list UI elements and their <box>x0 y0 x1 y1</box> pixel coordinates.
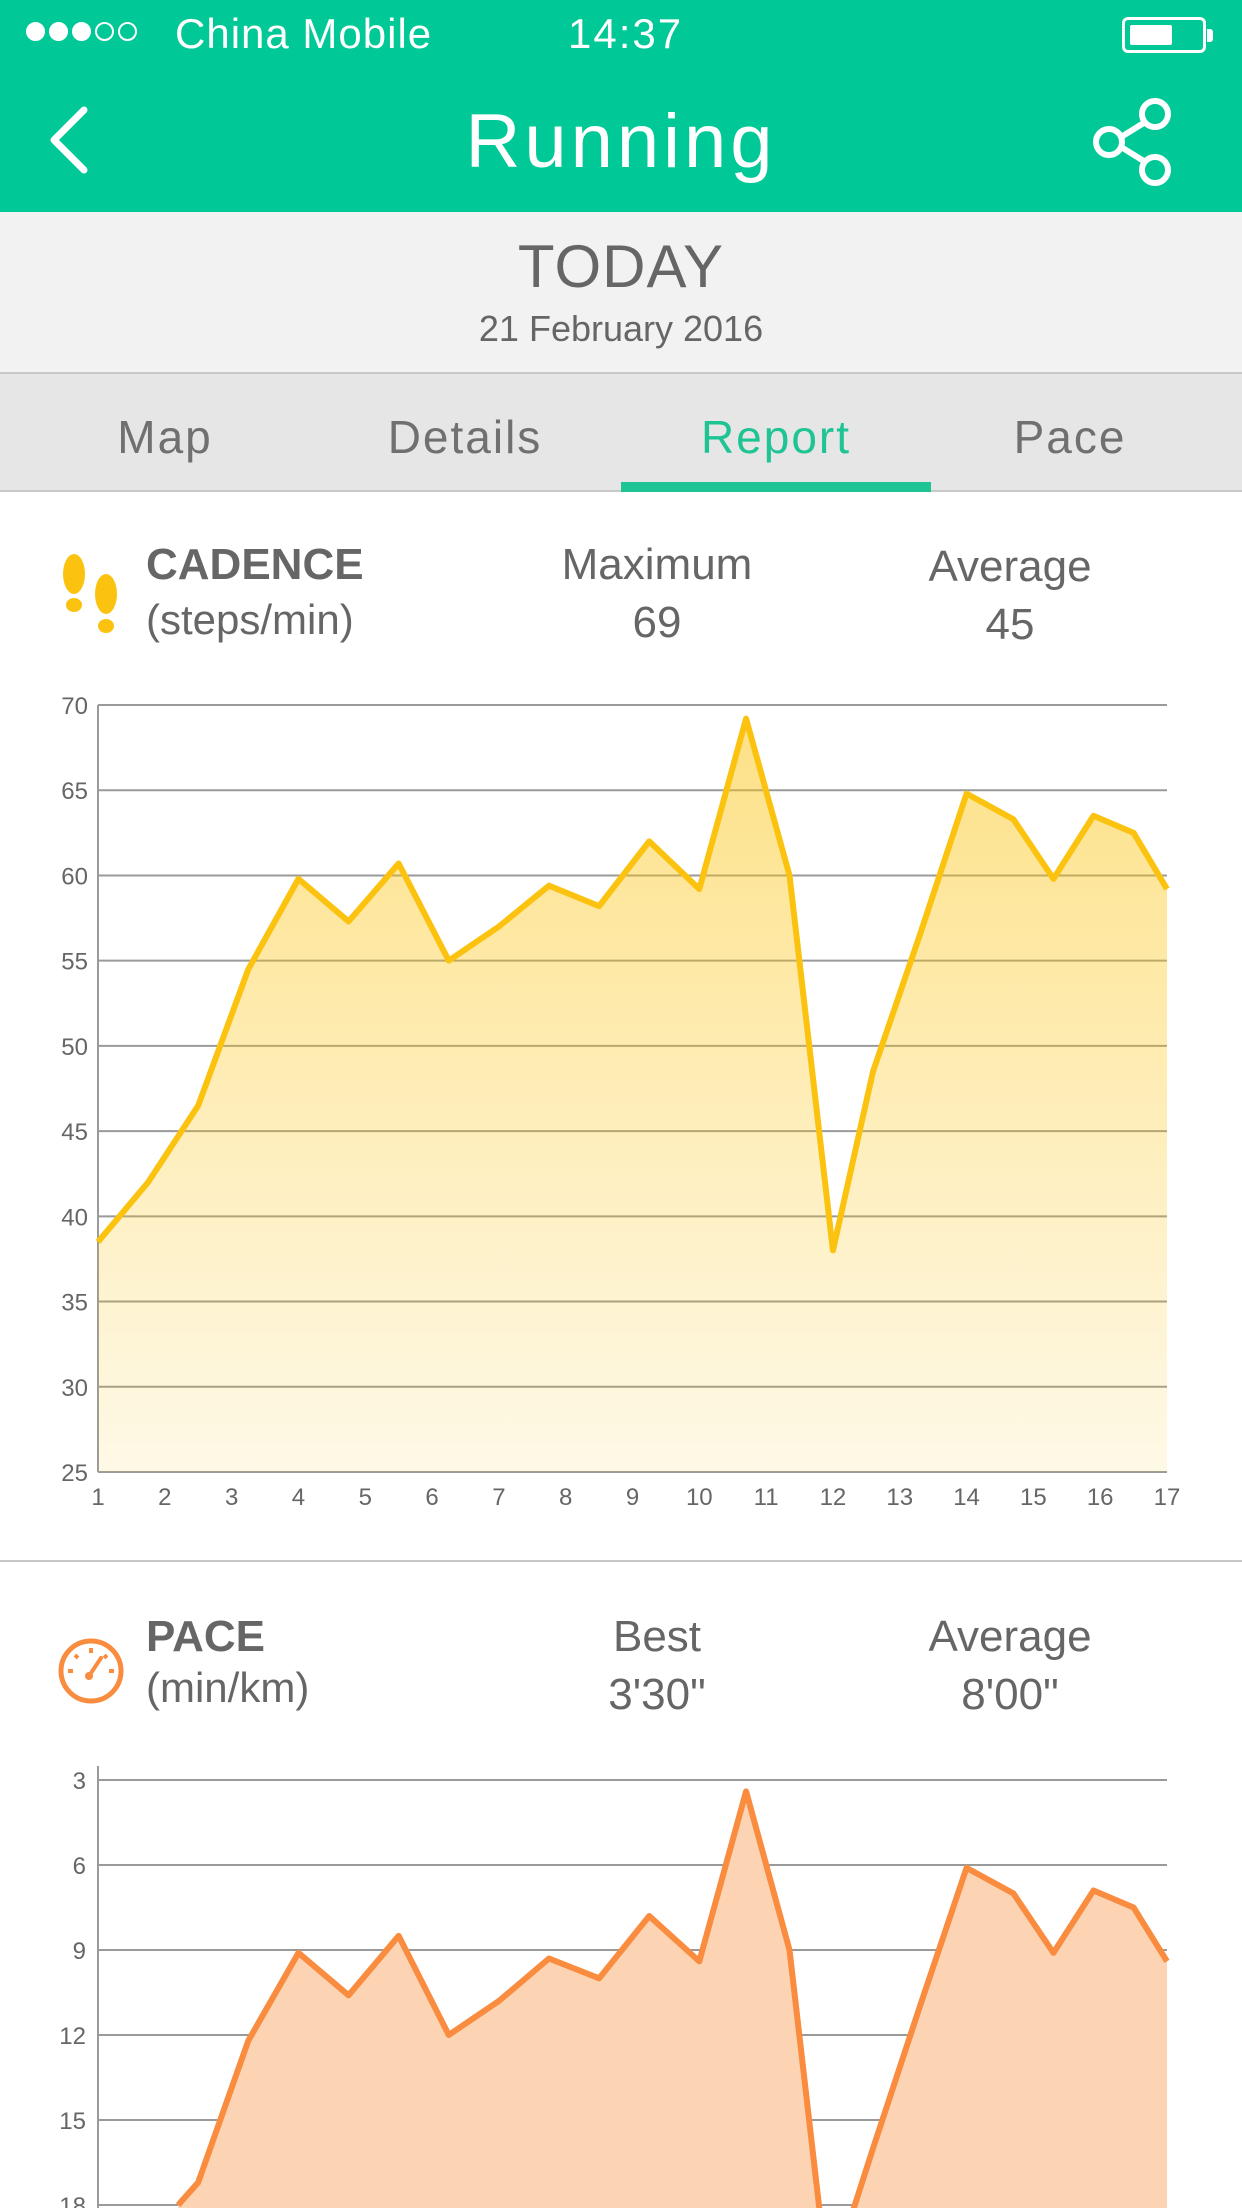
tab-report[interactable]: Report <box>700 411 852 463</box>
pace-best-value: 3'30" <box>608 1670 706 1719</box>
y-tick-label: 40 <box>61 1204 88 1231</box>
pace-area <box>852 1867 1167 2208</box>
tab-pace[interactable]: Pace <box>1013 411 1127 463</box>
battery-icon <box>1122 17 1213 53</box>
share-icon <box>1093 98 1171 186</box>
pace-unit: (min/km) <box>146 1664 310 1711</box>
status-time: 14:37 <box>568 10 684 57</box>
cadence-unit: (steps/min) <box>146 596 354 643</box>
x-tick-label: 4 <box>292 1484 305 1511</box>
cadence-header: CADENCE (steps/min) Maximum 69 Average 4… <box>0 540 1242 670</box>
cadence-area <box>98 718 1167 1472</box>
pace-line <box>175 1788 823 2208</box>
cadence-max-value: 69 <box>632 598 682 647</box>
speedometer-icon <box>58 1638 124 1704</box>
y-tick-label: 6 <box>73 1853 86 1880</box>
x-tick-label: 9 <box>626 1484 639 1511</box>
y-tick-label: 50 <box>61 1034 88 1061</box>
date-header: TODAY 21 February 2016 <box>0 212 1242 374</box>
pace-avg-value: 8'00" <box>961 1670 1059 1719</box>
pace-avg-label: Average <box>928 1612 1092 1661</box>
x-tick-label: 2 <box>158 1484 171 1511</box>
pace-best: Best 3'30" <box>497 1612 817 1720</box>
x-tick-label: 11 <box>754 1484 779 1511</box>
x-tick-label: 16 <box>1087 1484 1114 1511</box>
x-tick-label: 12 <box>820 1484 847 1511</box>
pace-header: PACE (min/km) Best 3'30" Average 8'00" <box>0 1612 1242 1742</box>
signal-strength-icon <box>26 22 137 41</box>
nav-bar: Running <box>0 70 1242 212</box>
y-tick-label: 3 <box>73 1768 86 1795</box>
y-tick-label: 55 <box>61 949 88 976</box>
pace-average: Average 8'00" <box>850 1612 1170 1720</box>
y-tick-label: 60 <box>61 863 88 890</box>
cadence-avg-label: Average <box>928 542 1092 591</box>
x-tick-label: 5 <box>359 1484 372 1511</box>
date-label: 21 February 2016 <box>478 308 764 349</box>
x-tick-label: 14 <box>953 1484 980 1511</box>
cadence-average: Average 45 <box>850 542 1170 650</box>
x-tick-label: 8 <box>559 1484 572 1511</box>
cadence-title: CADENCE <box>146 540 364 589</box>
cadence-avg-value: 45 <box>985 600 1035 649</box>
y-tick-label: 70 <box>61 693 88 720</box>
cadence-max-label: Maximum <box>561 540 753 589</box>
x-tick-label: 1 <box>91 1484 104 1511</box>
section-divider <box>0 1560 1242 1562</box>
cadence-line <box>95 715 1170 1254</box>
x-tick-label: 3 <box>225 1484 238 1511</box>
pace-chart: 3 6 9 12 15 18 <box>59 1766 1170 2208</box>
pace-best-label: Best <box>612 1612 702 1661</box>
y-tick-label: 35 <box>61 1290 88 1317</box>
y-tick-label: 9 <box>73 1938 86 1965</box>
y-tick-label: 45 <box>61 1119 88 1146</box>
share-button[interactable] <box>1085 92 1185 192</box>
carrier-name: China Mobile <box>175 10 433 57</box>
date-heading: TODAY <box>517 233 725 300</box>
tab-map[interactable]: Map <box>117 411 213 463</box>
footprints-icon <box>63 554 117 633</box>
tab-details[interactable]: Details <box>387 411 543 463</box>
page-title: Running <box>465 99 777 184</box>
y-tick-label: 15 <box>59 2108 86 2135</box>
tab-bar: Map Details Report Pace <box>0 374 1242 492</box>
pace-title: PACE <box>146 1612 265 1661</box>
x-tick-label: 7 <box>492 1484 505 1511</box>
x-tick-label: 15 <box>1020 1484 1047 1511</box>
y-tick-label: 25 <box>61 1460 88 1487</box>
y-tick-label: 12 <box>59 2023 86 2050</box>
x-tick-label: 17 <box>1154 1484 1181 1511</box>
y-tick-label: 18 <box>59 2193 86 2208</box>
y-tick-label: 30 <box>61 1375 88 1402</box>
pace-area <box>178 1791 820 2208</box>
x-tick-label: 6 <box>425 1484 438 1511</box>
chevron-left-icon <box>50 106 88 174</box>
active-tab-indicator <box>621 482 931 492</box>
pace-line <box>850 1864 1170 2208</box>
x-tick-label: 13 <box>886 1484 913 1511</box>
x-tick-label: 10 <box>686 1484 713 1511</box>
cadence-maximum: Maximum 69 <box>497 540 817 648</box>
status-bar: China Mobile 14:37 <box>0 0 1242 70</box>
y-tick-label: 65 <box>61 778 88 805</box>
back-button[interactable] <box>40 100 110 180</box>
